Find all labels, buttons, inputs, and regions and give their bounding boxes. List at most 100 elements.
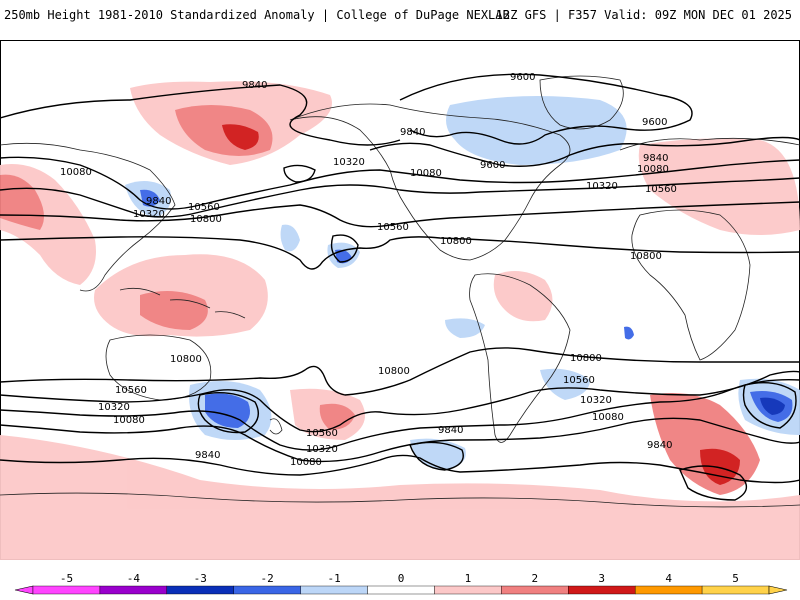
contour-label: 10560 — [306, 428, 338, 439]
legend-tick-label: 5 — [732, 572, 739, 585]
coastlines — [0, 75, 800, 508]
contour-label: 10560 — [188, 202, 220, 213]
legend-tick-label: 4 — [665, 572, 672, 585]
contour-9600-arctic — [399, 73, 693, 145]
legend-swatch — [233, 585, 301, 595]
pos-anomaly-indonesia-core — [140, 291, 208, 330]
contour-label: 10560 — [377, 222, 409, 233]
legend-swatch — [300, 585, 368, 595]
contour-10320-south — [0, 379, 800, 451]
neg-anomaly-eq-pac — [445, 318, 485, 338]
neg-anomaly-indian-max — [760, 397, 785, 415]
contour-label: 10080 — [113, 415, 145, 426]
legend-tick-label: 2 — [532, 572, 539, 585]
contour-label: 10080 — [592, 412, 624, 423]
contour-label: 10320 — [586, 181, 618, 192]
contour-label: 9840 — [647, 440, 672, 451]
legend-swatch — [166, 585, 234, 595]
legend-tick-label: 0 — [398, 572, 405, 585]
contour-label: 10800 — [378, 366, 410, 377]
contour-closed-indian — [742, 382, 797, 429]
legend-swatch — [701, 585, 770, 595]
contour-label-group: 9840 9600 9840 9600 9600 9840 10080 1056… — [60, 72, 677, 468]
greenland-coast — [539, 75, 624, 130]
contour-10320 — [0, 177, 800, 218]
legend-swatch — [367, 585, 435, 595]
contour-label: 10080 — [637, 164, 669, 175]
neg-anomaly-npac-small — [280, 224, 300, 252]
contour-closed-satl-hi — [679, 465, 748, 501]
legend-swatch — [634, 585, 703, 595]
south-america-coast — [469, 273, 571, 443]
contour-label: 10320 — [98, 402, 130, 413]
neg-anomaly-canada — [446, 96, 627, 165]
neg-anomaly-satl — [540, 368, 590, 400]
contour-closed-aus — [197, 392, 259, 434]
map-title: 250mb Height 1981-2010 Standardized Anom… — [4, 8, 510, 22]
contour-label: 9600 — [480, 160, 505, 171]
pos-anomaly-samerica — [493, 271, 553, 322]
contour-label: 10560 — [563, 375, 595, 386]
contour-label: 10800 — [440, 236, 472, 247]
legend-right-arrow — [768, 585, 788, 595]
legend-tick-label: -2 — [261, 572, 274, 585]
model-run-info: 12Z GFS | F357 Valid: 09Z MON DEC 01 202… — [495, 8, 792, 22]
contour-label: 9840 — [438, 425, 463, 436]
legend-ticks-text: -5 -4 -3 -2 -1 0 1 2 3 4 5 — [60, 572, 739, 585]
contour-label: 10080 — [290, 457, 322, 468]
contour-label: 9600 — [642, 117, 667, 128]
africa-coast — [631, 209, 751, 361]
contour-label: 9840 — [400, 127, 425, 138]
contour-label: 10320 — [580, 395, 612, 406]
legend-swatch — [568, 585, 636, 595]
contour-label: 10800 — [170, 354, 202, 365]
legend-swatch — [32, 585, 101, 595]
nz-coast — [269, 418, 283, 435]
legend-tick-label: -5 — [60, 572, 73, 585]
pos-anomaly-southern-band — [0, 435, 800, 560]
contour-label: 10080 — [410, 168, 442, 179]
contour-label: 9840 — [643, 153, 668, 164]
contour-label: 10080 — [60, 167, 92, 178]
contour-10800-north — [0, 236, 800, 270]
color-scale-legend: -5 -4 -3 -2 -1 0 1 2 3 4 5 — [14, 572, 788, 595]
legend-swatch — [501, 585, 569, 595]
legend-tick-label: -3 — [194, 572, 207, 585]
eurasia-coast — [0, 137, 800, 292]
north-america-coast — [289, 103, 571, 261]
indonesia-islands — [119, 287, 246, 319]
contour-10080 — [0, 156, 800, 210]
contour-label: 10320 — [133, 209, 165, 220]
legend-tick-label: -4 — [127, 572, 141, 585]
contour-9840-canada — [369, 136, 800, 167]
height-contours — [0, 73, 800, 501]
contour-closed-npac2 — [283, 164, 316, 183]
contour-label: 10560 — [115, 385, 147, 396]
anomaly-map: 9840 9600 9840 9600 9600 9840 10080 1056… — [0, 40, 800, 560]
contour-label: 10560 — [645, 184, 677, 195]
contour-label: 10320 — [306, 444, 338, 455]
contour-10560 — [0, 201, 800, 228]
contour-label: 9840 — [195, 450, 220, 461]
contour-10800-south — [0, 347, 800, 396]
anomaly-shading — [0, 81, 800, 560]
neg-anomaly-atl-small — [624, 326, 634, 340]
legend-swatches — [14, 585, 788, 595]
pos-anomaly-satl-max — [700, 448, 740, 485]
legend-tick-label: -1 — [327, 572, 340, 585]
australia-coast — [105, 334, 212, 401]
contour-9840-south — [0, 454, 800, 484]
legend-tick-label: 3 — [598, 572, 605, 585]
contour-label: 10800 — [630, 251, 662, 262]
legend-swatch — [434, 585, 502, 595]
neg-anomaly-spac-low — [410, 438, 466, 470]
contour-label: 9840 — [146, 196, 171, 207]
contour-closed-npac — [330, 234, 359, 263]
contour-label: 9840 — [242, 80, 267, 91]
contour-label: 10800 — [570, 353, 602, 364]
contour-closed-spac — [409, 441, 464, 471]
contour-label: 9600 — [510, 72, 535, 83]
legend-left-arrow — [14, 585, 34, 595]
antarctica-coast — [0, 492, 800, 508]
pos-anomaly-spac-core — [319, 403, 355, 430]
